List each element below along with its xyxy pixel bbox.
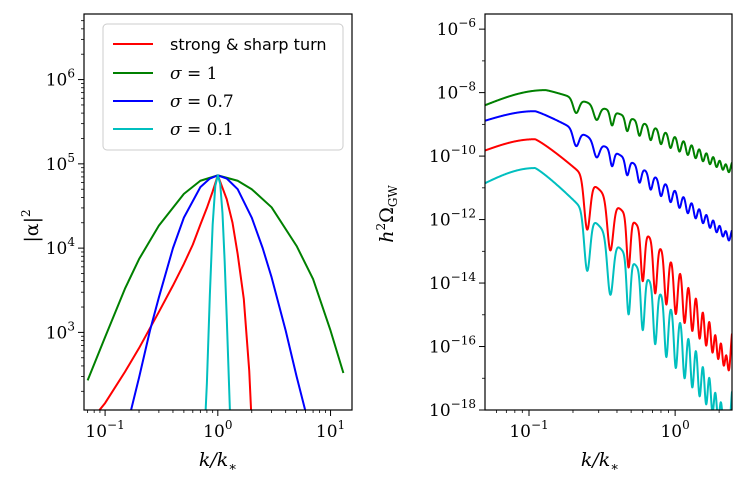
right-series-line-0 (485, 89, 732, 174)
left-x-tick-label: 100 (203, 418, 232, 442)
left-y-tick-label: 103 (46, 319, 75, 343)
right-chart: 10−1 100 10−1810−1610−1410−1210−1010−810−… (374, 13, 733, 475)
left-series-line-3 (204, 174, 231, 410)
right-y-tick-label: 10−12 (429, 207, 476, 231)
right-series-line-1 (485, 110, 732, 242)
left-y-axis-label: |α|2 (19, 209, 43, 242)
left-series-line-2 (130, 174, 307, 410)
right-series-line-3 (485, 167, 732, 410)
legend-label-sigma-0-7: σ = 0.7 (170, 92, 234, 112)
legend-box (102, 23, 344, 151)
right-y-axis-label: h2ΩGW (374, 185, 400, 243)
right-y-tick-label: 10−16 (429, 334, 476, 358)
right-plot-frame (484, 13, 733, 411)
left-chart: 10−1 100 101 103 104 105 106 k/k∗ |α|2 strong… (19, 13, 353, 475)
legend-label-sigma-0-1: σ = 0.1 (170, 120, 234, 140)
right-y-ticks: 10−18 10−16 10−14 10−12 10−10 10−8 10−6 (429, 16, 485, 421)
legend-label-sigma-1: σ = 1 (170, 64, 217, 84)
left-x-axis-label: k/k∗ (199, 449, 237, 475)
legend-label-strong-turn: strong & sharp turn (170, 35, 327, 54)
right-x-axis-label: k/k∗ (581, 449, 619, 475)
right-y-tick-label: 10−10 (429, 143, 476, 167)
left-y-ticks: 103 104 105 106 (46, 20, 84, 392)
right-series-lines (485, 89, 732, 410)
right-x-ticks: 10−1 100 (496, 410, 720, 442)
left-x-ticks: 10−1 100 101 (85, 410, 345, 442)
left-x-tick-label: 10−1 (85, 418, 124, 442)
right-y-tick-label: 10−8 (437, 80, 476, 104)
right-series-line-2 (485, 138, 732, 372)
left-y-tick-label: 106 (46, 67, 75, 91)
right-y-tick-label: 10−14 (429, 270, 476, 294)
right-x-tick-label: 100 (660, 418, 689, 442)
left-series-line-0 (98, 174, 253, 410)
left-y-tick-label: 105 (46, 151, 75, 175)
right-y-tick-label: 10−6 (437, 16, 476, 40)
left-x-tick-label: 101 (316, 418, 345, 442)
legend: strong & sharp turn σ = 1 σ = 0.7 σ = 0.… (102, 23, 344, 151)
left-y-tick-label: 104 (46, 235, 76, 259)
right-x-tick-label: 10−1 (509, 418, 548, 442)
right-y-tick-label: 10−18 (429, 397, 476, 421)
left-series-lines (86, 174, 345, 410)
left-series-line-1 (86, 174, 345, 381)
